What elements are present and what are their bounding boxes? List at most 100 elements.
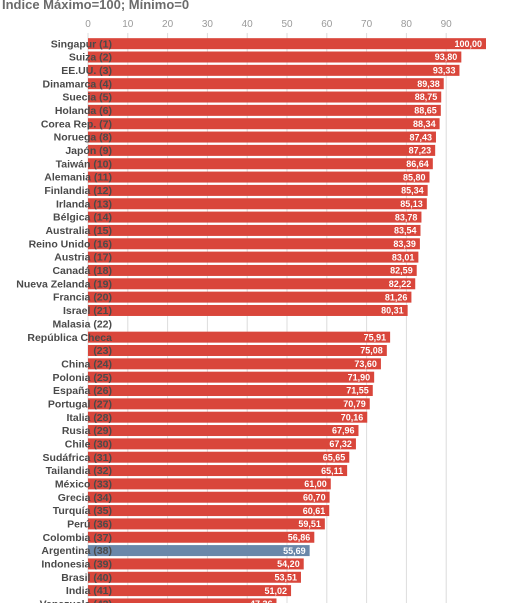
bar <box>88 558 304 570</box>
category-label: Chile (30) <box>65 438 112 450</box>
category-labels: Singapur (1) Suiza (2)EE.UU. (3)Dinamarca… <box>16 38 112 603</box>
category-label: Sudáfrica (31) <box>43 452 112 464</box>
bar <box>88 545 310 557</box>
bar <box>88 251 419 263</box>
bar <box>88 491 330 503</box>
value-label: 55,69 <box>283 546 306 556</box>
category-label: Australia (15) <box>45 225 112 237</box>
value-label: 88,65 <box>414 106 437 116</box>
value-label: 53,51 <box>274 572 297 582</box>
value-label: 80,31 <box>381 306 404 316</box>
x-tick-label: 30 <box>202 19 214 30</box>
x-tick-label: 60 <box>321 19 333 30</box>
bar <box>88 104 441 116</box>
value-label: 54,20 <box>277 559 300 569</box>
chart-title: Índice Máximo=100; Mínimo=0 <box>2 0 190 12</box>
bar <box>88 51 462 63</box>
category-label: México (33) <box>55 478 112 490</box>
bar <box>88 411 368 423</box>
x-tick-label: 50 <box>281 19 293 30</box>
bar <box>88 385 373 397</box>
category-label: Finlandia (12) <box>44 185 112 197</box>
value-label: 59,51 <box>298 519 321 529</box>
value-label: 93,80 <box>435 52 458 62</box>
bar <box>88 38 486 50</box>
bar <box>88 465 348 477</box>
bar <box>88 344 387 356</box>
value-label: 83,01 <box>392 252 415 262</box>
value-label: 85,34 <box>401 186 424 196</box>
bar <box>88 291 412 303</box>
value-label: 60,70 <box>303 492 326 502</box>
bar <box>88 118 440 130</box>
value-label: 67,32 <box>329 439 352 449</box>
value-label: 88,34 <box>413 119 436 129</box>
category-label: Austria (17) <box>54 252 112 264</box>
value-label: 83,39 <box>393 239 416 249</box>
category-label: Grecia (34) <box>58 492 112 504</box>
category-label: Argentina (38) <box>41 545 112 557</box>
value-label: 82,22 <box>389 279 412 289</box>
bar <box>88 224 421 236</box>
bar <box>88 451 350 463</box>
value-label: 100,00 <box>454 39 482 49</box>
bar <box>88 425 359 437</box>
bar <box>88 91 442 103</box>
value-label: 85,13 <box>400 199 423 209</box>
category-label: Nueva Zelanda (19) <box>16 278 112 290</box>
category-label: Portugal (27) <box>48 398 112 410</box>
category-label: Noruega (8) <box>54 132 112 144</box>
value-label: 56,86 <box>288 532 311 542</box>
value-label: 67,96 <box>332 426 355 436</box>
value-label: 51,02 <box>265 586 288 596</box>
category-label: Japón (9) <box>65 145 112 157</box>
value-label: 83,54 <box>394 226 417 236</box>
value-label: 83,78 <box>395 212 418 222</box>
category-label: Canadá (18) <box>52 265 112 277</box>
category-label: Corea Rep. (7) <box>41 118 112 130</box>
bar <box>88 371 375 383</box>
value-label: 61,00 <box>304 479 327 489</box>
bar <box>88 131 436 143</box>
category-label: República Checa <box>27 332 112 344</box>
bar <box>88 198 427 210</box>
x-tick-label: 10 <box>122 19 134 30</box>
value-label: 73,60 <box>354 359 377 369</box>
category-label: Irlanda (13) <box>56 198 112 210</box>
category-label: Alemania (11) <box>44 172 112 184</box>
category-label: Brasil (40) <box>61 572 112 584</box>
bar <box>88 278 416 290</box>
value-label: 82,59 <box>390 266 413 276</box>
value-label: 86,64 <box>406 159 429 169</box>
bar <box>88 304 408 316</box>
value-label: 81,26 <box>385 292 408 302</box>
category-label: Tailandia (32) <box>46 465 112 477</box>
bar <box>88 64 460 76</box>
bar <box>88 331 391 343</box>
value-label: 65,65 <box>323 452 346 462</box>
bar <box>88 505 330 517</box>
value-label: 89,38 <box>417 79 440 89</box>
x-tick-label: 80 <box>401 19 413 30</box>
bar <box>88 398 370 410</box>
value-label: 87,23 <box>409 146 432 156</box>
value-label: 87,43 <box>409 132 432 142</box>
value-labels: 100,00 93,80 93,33 89,38 88,75 88,65 88,34 87,4… <box>250 39 482 603</box>
category-label: India (41) <box>66 585 112 597</box>
value-label: 75,08 <box>360 346 383 356</box>
bar <box>88 78 444 90</box>
category-label: Perú (36) <box>67 519 112 531</box>
bar <box>88 238 420 250</box>
bar <box>88 184 428 196</box>
bar <box>88 171 430 183</box>
category-label: Dinamarca (4) <box>43 78 112 90</box>
category-label: Singapur (1) <box>51 38 112 50</box>
x-tick-label: 70 <box>361 19 373 30</box>
category-label: España (26) <box>53 385 112 397</box>
value-label: 47,36 <box>250 599 273 603</box>
x-tick-label: 0 <box>85 19 91 30</box>
bars <box>88 38 486 603</box>
bar <box>88 358 381 370</box>
category-label: Bélgica (14) <box>53 212 112 224</box>
